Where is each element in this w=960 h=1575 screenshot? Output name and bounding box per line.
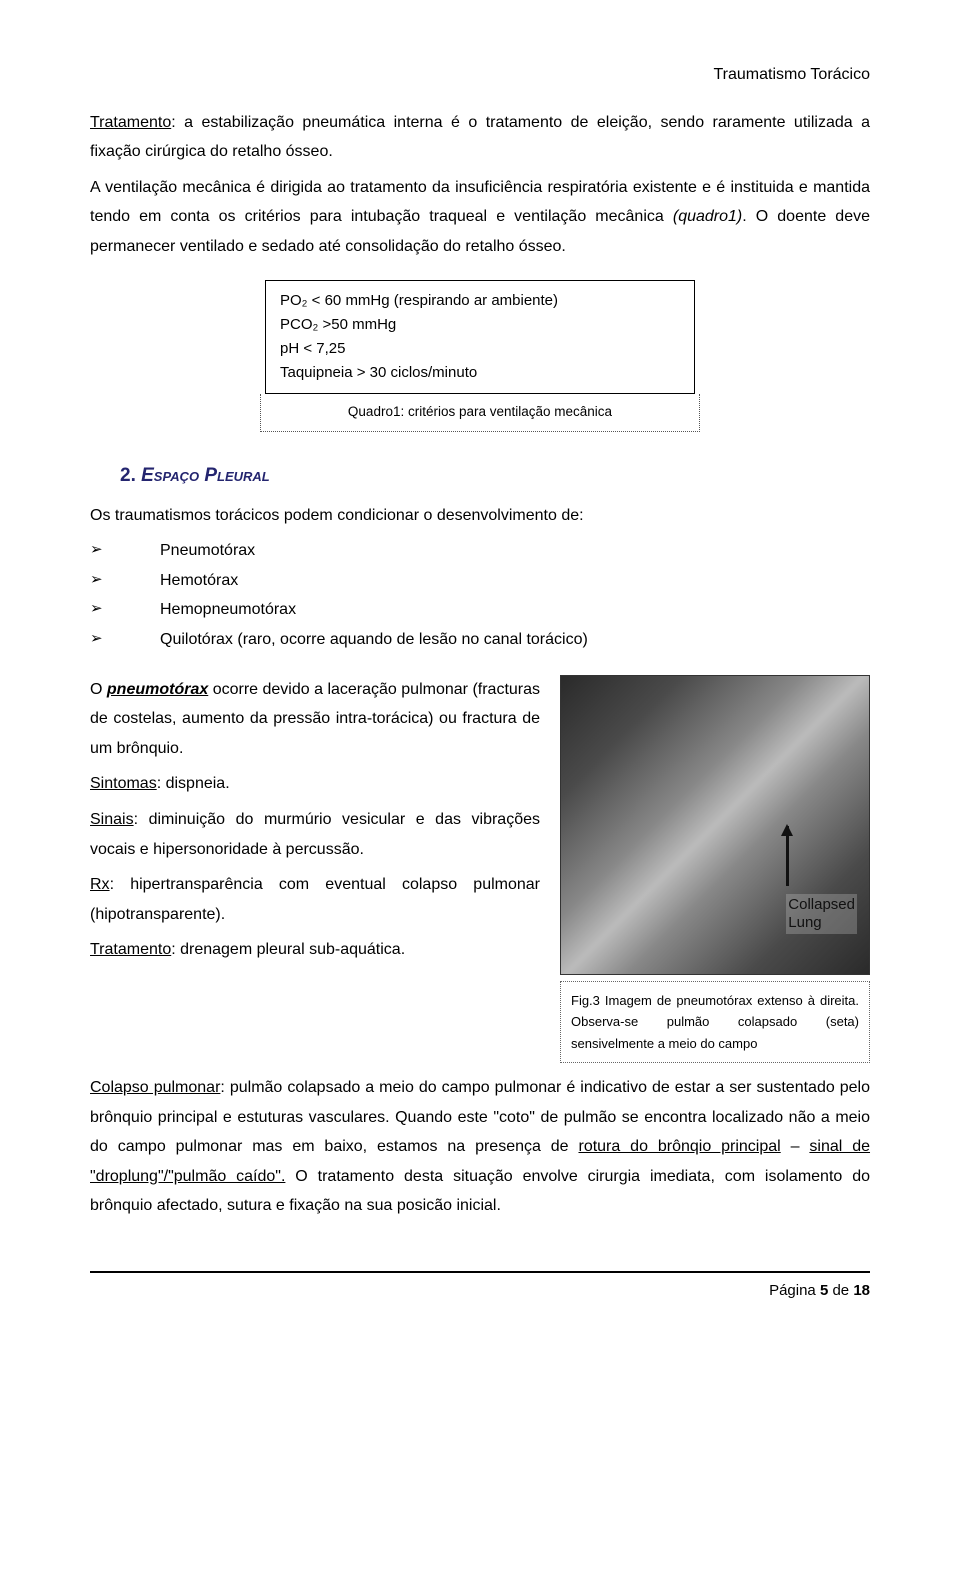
- criteria-line-4: Taquipneia > 30 ciclos/minuto: [280, 361, 680, 385]
- criteria-line-2: PCO₂ >50 mmHg: [280, 313, 680, 337]
- page-header-title: Traumatismo Torácico: [90, 60, 870, 90]
- pleural-list: Pneumotórax Hemotórax Hemopneumotórax Qu…: [90, 536, 870, 654]
- tratamento-lead: Tratamento: [90, 941, 171, 958]
- pneumo-tratamento: Tratamento: drenagem pleural sub-aquátic…: [90, 935, 540, 965]
- footer-total-pages: 18: [853, 1282, 870, 1299]
- sinais-lead: Sinais: [90, 811, 134, 828]
- footer-mid: de: [828, 1282, 853, 1299]
- sintomas-lead: Sintomas: [90, 775, 157, 792]
- criteria-box: PO₂ < 60 mmHg (respirando ar ambiente) P…: [265, 280, 695, 394]
- pneumo-sintomas: Sintomas: dispneia.: [90, 769, 540, 799]
- xray-image: Collapsed Lung: [560, 675, 870, 975]
- pneumo-rx: Rx: hipertransparência com eventual cola…: [90, 870, 540, 929]
- colapso-lead: Colapso pulmonar: [90, 1079, 220, 1096]
- colapso-u1: rotura do brônqio principal: [578, 1138, 780, 1155]
- list-item: Pneumotórax: [90, 536, 870, 566]
- xray-arrow-icon: [786, 826, 789, 886]
- pneumothorax-section: O pneumotórax ocorre devido a laceração …: [90, 675, 870, 1063]
- page-footer: Página 5 de 18: [90, 1271, 870, 1305]
- xray-label: Collapsed Lung: [786, 894, 857, 934]
- rx-text: : hipertransparência com eventual colaps…: [90, 876, 540, 923]
- paragraph-ventilation: A ventilação mecânica é dirigida ao trat…: [90, 173, 870, 262]
- treatment-text: : a estabilização pneumática interna é o…: [90, 114, 870, 161]
- section-2-intro: Os traumatismos torácicos podem condicio…: [90, 501, 870, 531]
- paragraph-treatment: Tratamento: a estabilização pneumática i…: [90, 108, 870, 167]
- criteria-line-3: pH < 7,25: [280, 337, 680, 361]
- rx-lead: Rx: [90, 876, 110, 893]
- sintomas-text: : dispneia.: [157, 775, 230, 792]
- xray-column: Collapsed Lung Fig.3 Imagem de pneumotór…: [560, 675, 870, 1063]
- xray-caption: Fig.3 Imagem de pneumotórax extenso à di…: [560, 981, 870, 1063]
- pneumo-p1: O pneumotórax ocorre devido a laceração …: [90, 675, 540, 764]
- vent-ref: (quadro1): [673, 208, 742, 225]
- section-2-num: 2.: [120, 465, 136, 486]
- colapso-t2: –: [781, 1138, 810, 1155]
- treatment-lead: Tratamento: [90, 114, 171, 131]
- pneumo-p1a: O: [90, 681, 107, 698]
- pneumothorax-text-col: O pneumotórax ocorre devido a laceração …: [90, 675, 540, 971]
- footer-prefix: Página: [769, 1282, 820, 1299]
- section-2-heading: 2. Espaço Pleural: [120, 458, 870, 493]
- list-item: Hemopneumotórax: [90, 595, 870, 625]
- tratamento-text: : drenagem pleural sub-aquática.: [171, 941, 405, 958]
- pneumo-sinais: Sinais: diminuição do murmúrio vesicular…: [90, 805, 540, 864]
- section-2-title: Espaço Pleural: [136, 465, 270, 486]
- sinais-text: : diminuição do murmúrio vesicular e das…: [90, 811, 540, 858]
- colapso-paragraph: Colapso pulmonar: pulmão colapsado a mei…: [90, 1073, 870, 1221]
- pneumo-term: pneumotórax: [107, 681, 208, 698]
- criteria-line-1: PO₂ < 60 mmHg (respirando ar ambiente): [280, 289, 680, 313]
- criteria-caption: Quadro1: critérios para ventilação mecân…: [260, 394, 700, 432]
- list-item: Quilotórax (raro, ocorre aquando de lesã…: [90, 625, 870, 655]
- list-item: Hemotórax: [90, 566, 870, 596]
